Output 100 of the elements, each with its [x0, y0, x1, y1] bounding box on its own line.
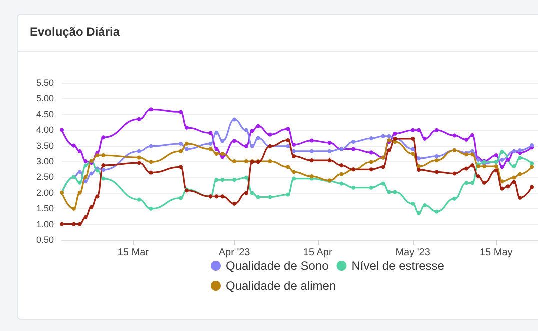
- point: [149, 108, 154, 112]
- point: [494, 154, 498, 158]
- point: [434, 128, 439, 132]
- point: [500, 158, 504, 162]
- point: [184, 147, 189, 152]
- point: [250, 191, 254, 196]
- point: [84, 215, 88, 220]
- point: [149, 170, 154, 175]
- point: [434, 154, 439, 158]
- point: [340, 164, 344, 168]
- point: [84, 175, 88, 180]
- point: [417, 164, 421, 169]
- point: [417, 128, 421, 132]
- point: [530, 165, 534, 170]
- point: [96, 154, 100, 158]
- point: [518, 172, 522, 176]
- point: [470, 152, 475, 157]
- point: [179, 149, 183, 154]
- point: [340, 182, 344, 186]
- point: [512, 164, 516, 169]
- point: [292, 154, 296, 158]
- point: [72, 222, 76, 226]
- y-tick-label: 1.00: [36, 219, 54, 230]
- y-tick-label: 5.50: [36, 78, 54, 88]
- point: [184, 142, 189, 146]
- point: [464, 181, 469, 186]
- point: [434, 170, 439, 174]
- point: [500, 180, 504, 184]
- point: [369, 160, 374, 164]
- point: [340, 172, 344, 176]
- point: [220, 194, 225, 199]
- point: [214, 194, 219, 199]
- y-tick-label: 2.50: [36, 172, 54, 182]
- point: [102, 136, 106, 140]
- point: [387, 190, 392, 194]
- point: [102, 168, 106, 172]
- point: [470, 164, 475, 168]
- point: [512, 176, 516, 180]
- point: [417, 211, 421, 216]
- point: [530, 162, 534, 166]
- point: [244, 191, 248, 196]
- point: [244, 160, 248, 164]
- point: [411, 202, 416, 206]
- point: [328, 149, 332, 154]
- x-tick-label: 15 May: [480, 248, 513, 258]
- point: [214, 147, 219, 152]
- point: [530, 185, 534, 190]
- point: [470, 133, 475, 138]
- x-tick-label: 15 Apr: [303, 248, 333, 258]
- point: [310, 158, 314, 163]
- point: [256, 195, 260, 200]
- point: [494, 168, 498, 173]
- point: [220, 139, 225, 144]
- legend-label: Qualidade de alimen: [226, 279, 336, 293]
- point: [78, 222, 82, 226]
- point: [506, 184, 510, 189]
- point: [369, 186, 374, 190]
- point: [387, 134, 392, 138]
- point: [393, 190, 398, 194]
- point: [434, 158, 439, 163]
- point: [352, 186, 356, 190]
- y-tick-label: 5.00: [36, 94, 54, 104]
- point: [149, 144, 154, 148]
- point: [369, 150, 374, 155]
- point: [137, 117, 142, 122]
- point: [232, 178, 237, 182]
- point: [256, 136, 260, 140]
- point: [518, 196, 522, 200]
- point: [102, 176, 106, 181]
- point: [84, 164, 88, 168]
- point: [286, 165, 290, 170]
- point: [530, 143, 534, 148]
- point: [149, 206, 154, 211]
- point: [250, 129, 254, 134]
- point: [500, 186, 504, 191]
- point: [452, 172, 457, 176]
- point: [232, 139, 237, 144]
- point: [518, 148, 522, 153]
- point: [232, 118, 237, 122]
- y-tick-label: 1.50: [36, 204, 54, 214]
- point: [387, 148, 392, 153]
- point: [310, 138, 314, 143]
- point: [292, 176, 296, 181]
- point: [393, 132, 398, 136]
- point: [184, 126, 189, 130]
- point: [292, 149, 296, 154]
- point: [90, 172, 94, 176]
- point: [434, 210, 439, 214]
- x-tick-label: 15 Mar: [118, 248, 150, 258]
- point: [149, 160, 154, 164]
- point: [102, 164, 106, 168]
- point: [422, 136, 427, 141]
- point: [381, 165, 386, 170]
- point: [90, 205, 94, 210]
- point: [72, 206, 76, 211]
- point: [137, 149, 142, 154]
- point: [411, 147, 416, 152]
- point: [137, 198, 142, 202]
- point: [214, 152, 219, 156]
- point: [137, 156, 142, 160]
